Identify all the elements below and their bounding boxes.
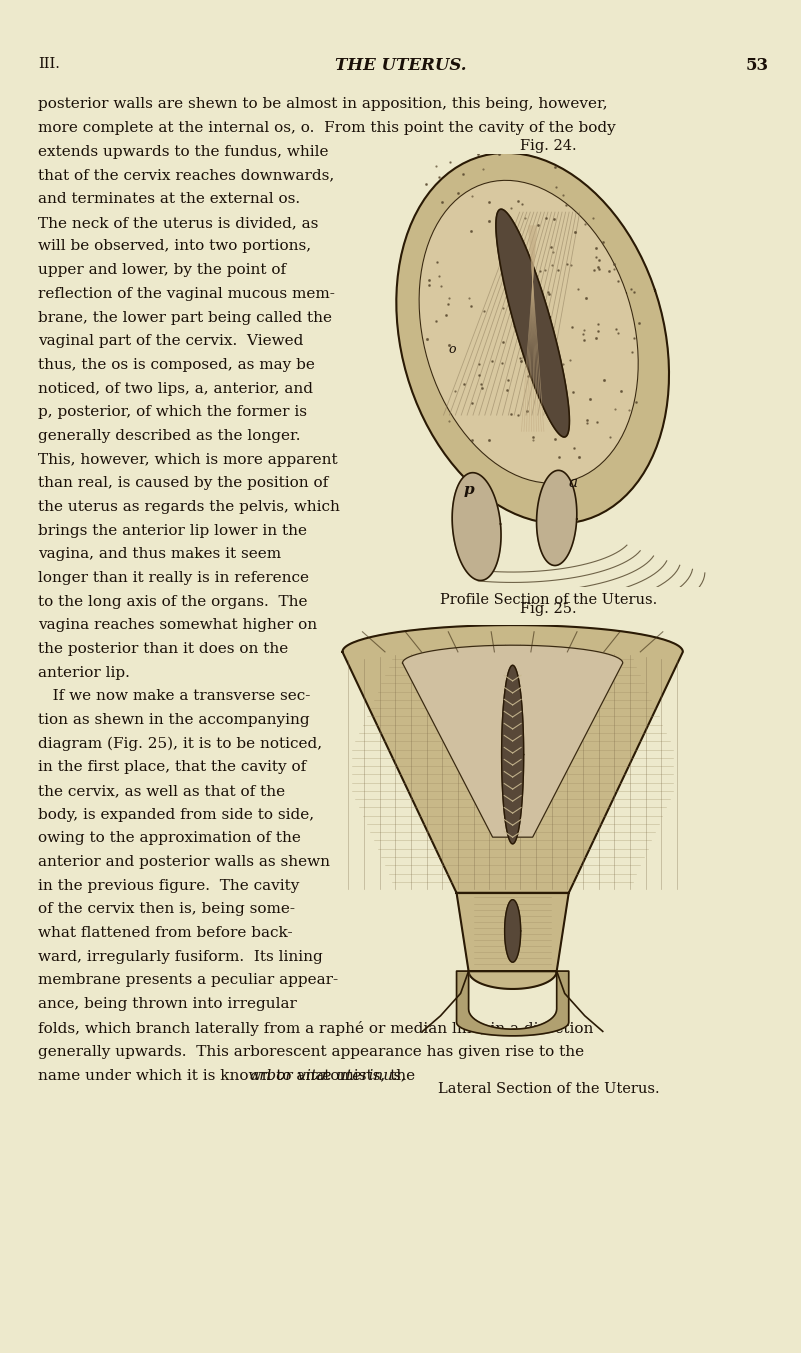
Text: The neck of the uterus is divided, as: The neck of the uterus is divided, as	[38, 215, 319, 230]
Text: extends upwards to the fundus, while: extends upwards to the fundus, while	[38, 145, 329, 158]
Text: will be observed, into two portions,: will be observed, into two portions,	[38, 239, 312, 253]
Text: longer than it really is in reference: longer than it really is in reference	[38, 571, 309, 584]
Text: generally upwards.  This arborescent appearance has given rise to the: generally upwards. This arborescent appe…	[38, 1045, 585, 1058]
Text: Profile Section of the Uterus.: Profile Section of the Uterus.	[440, 593, 658, 606]
Text: THE UTERUS.: THE UTERUS.	[335, 57, 466, 74]
Polygon shape	[403, 645, 623, 838]
Text: owing to the approximation of the: owing to the approximation of the	[38, 831, 301, 846]
Text: in the previous figure.  The cavity: in the previous figure. The cavity	[38, 879, 300, 893]
Polygon shape	[453, 472, 501, 580]
Text: in the first place, that the cavity of: in the first place, that the cavity of	[38, 760, 307, 774]
Text: a: a	[568, 476, 578, 490]
Polygon shape	[501, 666, 524, 844]
Text: membrane presents a peculiar appear-: membrane presents a peculiar appear-	[38, 974, 339, 988]
Text: anterior lip.: anterior lip.	[38, 666, 131, 679]
Polygon shape	[496, 210, 570, 437]
Text: vagina reaches somewhat higher on: vagina reaches somewhat higher on	[38, 618, 317, 632]
Text: noticed, of two lips, a, anterior, and: noticed, of two lips, a, anterior, and	[38, 382, 313, 395]
Text: This, however, which is more apparent: This, however, which is more apparent	[38, 452, 338, 467]
Text: p, posterior, of which the former is: p, posterior, of which the former is	[38, 406, 308, 419]
Text: reflection of the vaginal mucous mem-: reflection of the vaginal mucous mem-	[38, 287, 336, 300]
Text: the uterus as regards the pelvis, which: the uterus as regards the pelvis, which	[38, 499, 340, 514]
Text: brane, the lower part being called the: brane, the lower part being called the	[38, 311, 332, 325]
Text: p: p	[463, 483, 474, 497]
Text: name under which it is known to anatomists, the: name under which it is known to anatomis…	[38, 1069, 421, 1082]
Text: to the long axis of the organs.  The: to the long axis of the organs. The	[38, 595, 308, 609]
Polygon shape	[505, 900, 521, 962]
Text: III.: III.	[38, 57, 60, 70]
Text: what flattened from before back-: what flattened from before back-	[38, 925, 293, 940]
Polygon shape	[396, 153, 669, 524]
Text: ward, irregularly fusiform.  Its lining: ward, irregularly fusiform. Its lining	[38, 950, 323, 963]
Text: and terminates at the external os.: and terminates at the external os.	[38, 192, 300, 206]
Text: than real, is caused by the position of: than real, is caused by the position of	[38, 476, 328, 490]
Text: upper and lower, by the point of: upper and lower, by the point of	[38, 262, 287, 277]
Text: diagram (Fig. 25), it is to be noticed,: diagram (Fig. 25), it is to be noticed,	[38, 736, 323, 751]
Text: If we now make a transverse sec-: If we now make a transverse sec-	[38, 690, 311, 704]
Polygon shape	[457, 971, 569, 1036]
Text: of the cervix then is, being some-: of the cervix then is, being some-	[38, 902, 296, 916]
Text: thus, the os is composed, as may be: thus, the os is composed, as may be	[38, 357, 316, 372]
Text: folds, which branch laterally from a raphé or median line, in a direction: folds, which branch laterally from a rap…	[38, 1022, 594, 1036]
Text: the cervix, as well as that of the: the cervix, as well as that of the	[38, 783, 286, 798]
Text: 53: 53	[746, 57, 769, 74]
Text: posterior walls are shewn to be almost in apposition, this being, however,: posterior walls are shewn to be almost i…	[38, 97, 608, 111]
Text: ance, being thrown into irregular: ance, being thrown into irregular	[38, 997, 297, 1011]
Text: o: o	[449, 342, 457, 356]
Polygon shape	[537, 471, 577, 566]
Text: arbor vitæ uterinus,: arbor vitæ uterinus,	[250, 1069, 406, 1082]
Text: Fig. 24.: Fig. 24.	[521, 139, 577, 153]
Text: anterior and posterior walls as shewn: anterior and posterior walls as shewn	[38, 855, 331, 869]
Polygon shape	[343, 625, 682, 989]
Text: vaginal part of the cervix.  Viewed: vaginal part of the cervix. Viewed	[38, 334, 304, 348]
Text: vagina, and thus makes it seem: vagina, and thus makes it seem	[38, 548, 282, 561]
Text: generally described as the longer.: generally described as the longer.	[38, 429, 301, 442]
Text: more complete at the internal os, o.  From this point the cavity of the body: more complete at the internal os, o. Fro…	[38, 120, 616, 135]
Polygon shape	[419, 180, 638, 483]
Text: that of the cervix reaches downwards,: that of the cervix reaches downwards,	[38, 168, 335, 183]
Text: body, is expanded from side to side,: body, is expanded from side to side,	[38, 808, 315, 821]
Text: the posterior than it does on the: the posterior than it does on the	[38, 643, 288, 656]
Text: tion as shewn in the accompanying: tion as shewn in the accompanying	[38, 713, 310, 727]
Text: brings the anterior lip lower in the: brings the anterior lip lower in the	[38, 524, 308, 537]
Text: Lateral Section of the Uterus.: Lateral Section of the Uterus.	[438, 1082, 659, 1096]
Text: Fig. 25.: Fig. 25.	[521, 602, 577, 616]
